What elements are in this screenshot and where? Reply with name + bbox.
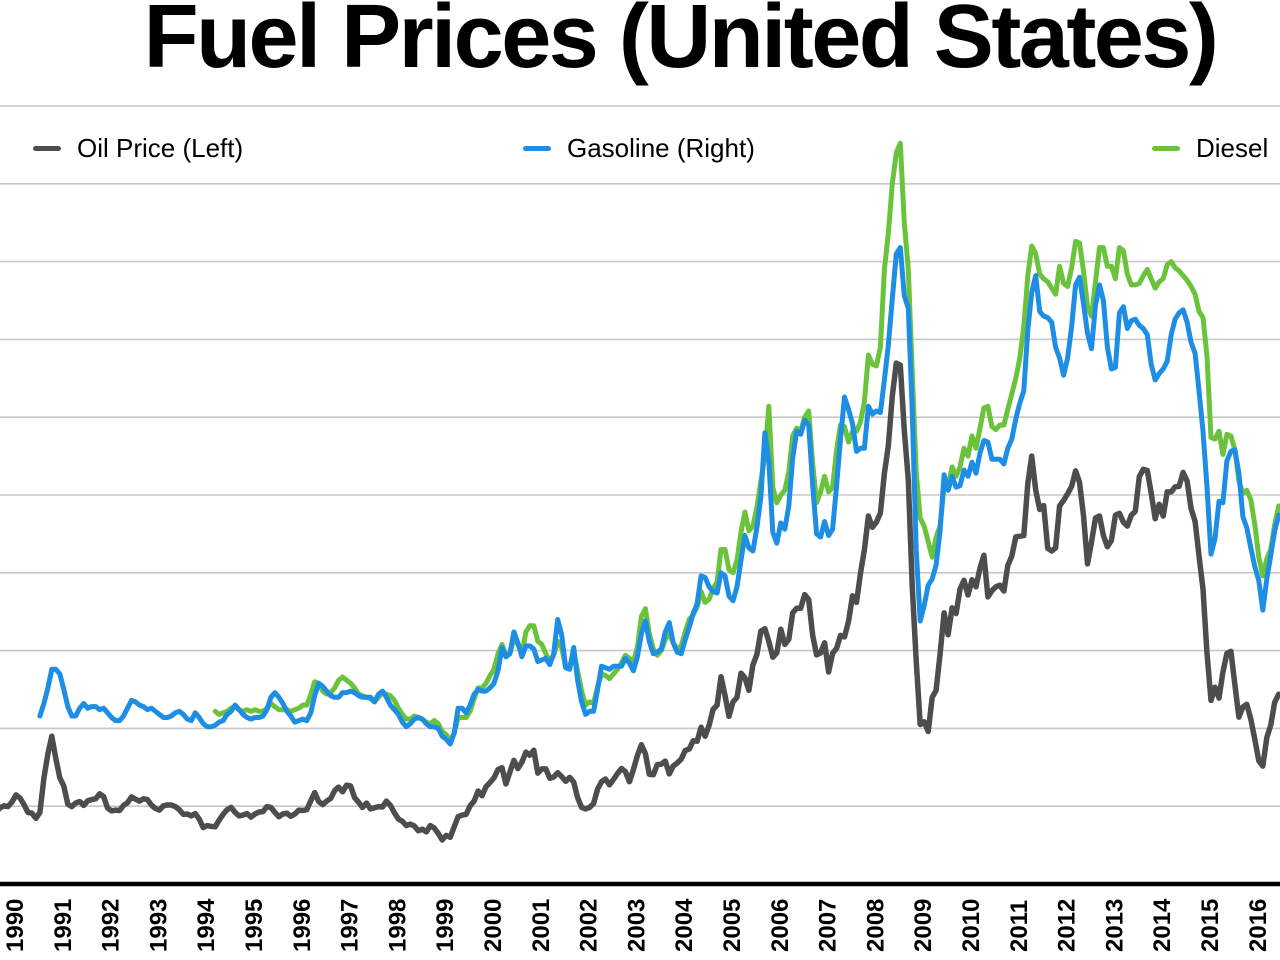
gasoline-line-swatch-icon bbox=[523, 145, 551, 151]
x-tick-label: 2015 bbox=[1197, 899, 1224, 952]
x-tick-label: 2006 bbox=[767, 899, 794, 952]
x-tick-label: 2011 bbox=[1006, 900, 1033, 952]
x-tick-label: 1991 bbox=[50, 899, 77, 952]
x-tick-labels: 1990 1991 1992 1993 1994 1995 1996 1997 1998 1999… bbox=[2, 898, 1272, 952]
x-tick-label: 2016 bbox=[1245, 899, 1272, 952]
x-tick-label: 2001 bbox=[528, 899, 555, 952]
x-tick-label: 1992 bbox=[98, 899, 125, 952]
chart-title: Fuel Prices (United States) bbox=[143, 0, 1219, 87]
x-tick-label: 2003 bbox=[623, 899, 650, 952]
legend-item-gasoline: Gasoline (Right) bbox=[523, 132, 755, 164]
x-tick-label: 2007 bbox=[815, 899, 842, 952]
series-line-gasoline bbox=[37, 245, 1280, 747]
series-line-diesel bbox=[212, 140, 1280, 744]
x-tick-label: 2014 bbox=[1149, 898, 1176, 952]
legend-item-oil-price: Oil Price (Left) bbox=[33, 132, 243, 164]
x-tick-label: 1999 bbox=[432, 899, 459, 952]
x-tick-label: 2009 bbox=[910, 899, 937, 952]
oil-price-line-swatch-icon bbox=[33, 145, 61, 151]
x-tick-label: 2010 bbox=[958, 899, 985, 952]
x-tick-label: 1994 bbox=[193, 898, 220, 952]
series-line-oil-price bbox=[0, 360, 1280, 843]
legend-label-diesel: Diesel bbox=[1196, 132, 1269, 163]
x-tick-label: 2002 bbox=[576, 899, 603, 952]
legend-item-diesel: Diesel bbox=[1152, 132, 1268, 164]
x-tick-label: 2008 bbox=[862, 899, 889, 952]
diesel-line-swatch-icon bbox=[1152, 145, 1180, 151]
x-tick-label: 2004 bbox=[671, 898, 698, 952]
x-tick-label: 2012 bbox=[1054, 899, 1081, 952]
x-tick-label: 2005 bbox=[719, 899, 746, 952]
x-tick-label: 2000 bbox=[480, 899, 507, 952]
x-tick-label: 1993 bbox=[145, 899, 172, 952]
x-tick-label: 1998 bbox=[384, 899, 411, 952]
x-tick-label: 1997 bbox=[337, 899, 364, 952]
x-tick-label: 1990 bbox=[2, 899, 29, 952]
legend-label-gasoline: Gasoline (Right) bbox=[567, 132, 755, 163]
x-tick-label: 1995 bbox=[241, 899, 268, 952]
x-tick-label: 2013 bbox=[1101, 899, 1128, 952]
gridlines bbox=[0, 105, 1280, 808]
x-tick-label: 1996 bbox=[289, 899, 316, 952]
legend-label-oil-price: Oil Price (Left) bbox=[77, 132, 244, 163]
